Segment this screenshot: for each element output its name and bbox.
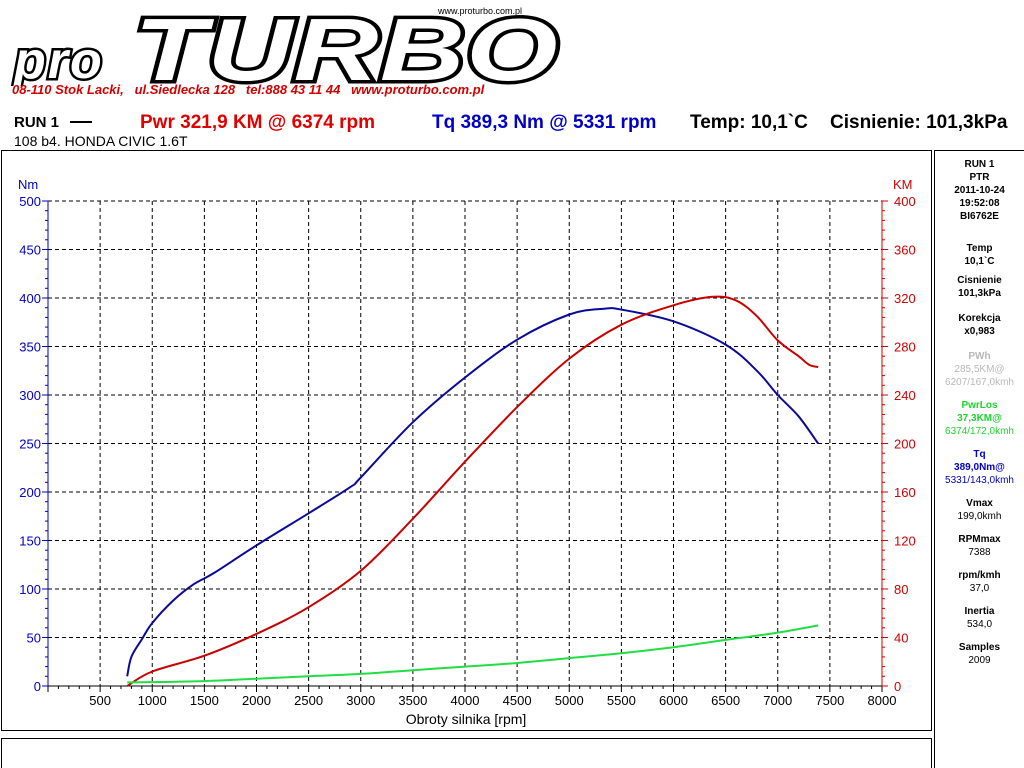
y-right-tick-label: 320 [894,291,916,306]
side-run: RUN 1 [964,159,995,170]
y-left-tick-label: 150 [19,534,41,549]
side-pwrlos-value2: 6374/172,0kmh [945,426,1014,437]
side-inertia-label: Inertia [964,606,995,617]
y-left-tick-label: 350 [19,340,41,355]
y-right-tick-label: 360 [894,243,916,258]
chart-frame [1,150,932,731]
y-left-tick-label: 500 [19,194,41,209]
side-pwh-value2: 6207/167,0kmh [945,377,1014,388]
y-right-tick-label: 280 [894,340,916,355]
side-inertia-value: 534,0 [966,619,993,630]
x-tick-label: 2000 [242,693,271,708]
x-tick-label: 6000 [659,693,688,708]
sidebar-info: RUN 1 PTR 2011-10-24 19:52:08 BI6762E Te… [934,150,1024,768]
y-left-tick-label: 400 [19,291,41,306]
y-left-label: Nm [18,177,38,192]
side-tq-value2: 5331/143,0kmh [945,475,1014,486]
side-pwh-label: PWh [968,351,991,362]
side-code: PTR [969,172,990,183]
x-tick-label: 500 [89,693,111,708]
x-tick-label: 7500 [815,693,844,708]
side-temp-label: Temp [966,243,993,254]
logo-turbo-text: TURBO [134,4,559,86]
logo-domain-text: www.proturbo.com.pl [437,6,522,16]
x-tick-label: 1000 [138,693,167,708]
chart-lines [126,295,820,687]
y-left-tick-label: 250 [19,437,41,452]
torque-curve [126,307,820,677]
loss-curve [127,624,819,684]
y-left-tick-label: 200 [19,485,41,500]
x-tick-label: 5000 [555,693,584,708]
x-axis-label: Obroty silnika [rpm] [406,711,527,727]
bottom-panel [1,738,932,768]
logo-pro-text: pro [12,32,104,86]
x-tick-label: 4500 [503,693,532,708]
side-pwrlos-value1: 37,3KM@ [957,413,1002,424]
peak-power: Pwr 321,9 KM @ 6374 rpm [140,112,376,133]
y-right-label: KM [893,177,913,192]
y-right-tick-label: 120 [894,534,916,549]
x-tick-label: 2500 [294,693,323,708]
peak-torque: Tq 389,3 Nm @ 5331 rpm [432,112,657,133]
y-left-tick-label: 50 [27,631,41,646]
side-cis-label: Cisnienie [957,275,1002,286]
side-rpmkmh-value: 37,0 [969,583,990,594]
side-cis-value: 101,3kPa [958,288,1001,299]
chart-grid [48,200,882,686]
x-tick-label: 8000 [868,693,897,708]
side-vmax-value: 199,0kmh [957,511,1002,522]
side-samples-value: 2009 [968,655,991,666]
side-pwh-value1: 285,5KM@ [954,364,1005,375]
pressure: Cisnienie: 101,3kPa [830,112,1008,133]
proturbo-logo: pro TURBO www.proturbo.com.pl [10,4,562,86]
side-id: BI6762E [960,211,999,222]
y-right-tick-label: 200 [894,437,916,452]
side-vmax-label: Vmax [966,498,993,509]
y-left-tick-label: 100 [19,582,41,597]
side-rpmmax-value: 7388 [968,547,991,558]
y-right-tick-label: 160 [894,485,916,500]
y-right-tick-label: 400 [894,194,916,209]
y-right-tick-label: 80 [894,582,908,597]
side-korekcja-value: x0,983 [964,326,995,337]
side-tq-value1: 389,0Nm@ [954,462,1005,473]
side-date: 2011-10-24 [954,185,1005,196]
vehicle-description: 108 b4. HONDA CIVIC 1.6T [14,133,188,149]
run-legend-line [70,121,92,123]
side-korekcja-label: Korekcja [958,313,1001,324]
temperature: Temp: 10,1`C [690,112,808,133]
x-tick-label: 6500 [711,693,740,708]
x-tick-label: 4000 [451,693,480,708]
y-right-tick-label: 240 [894,388,916,403]
side-rpmkmh-label: rpm/kmh [958,570,1001,581]
x-tick-label: 1500 [190,693,219,708]
run-label: RUN 1 [14,114,60,131]
y-left-tick-label: 0 [34,679,41,694]
side-pwrlos-label: PwrLos [961,400,998,411]
y-left-tick-label: 450 [19,243,41,258]
y-left-tick-label: 300 [19,388,41,403]
x-tick-label: 3500 [398,693,427,708]
side-rpmmax-label: RPMmax [958,534,1001,545]
chart-ticks: 500 1000 1500 2000 2500 3000 3500 4000 4500 5000 5… [19,194,915,708]
power-curve [126,295,819,687]
side-time: 19:52:08 [959,198,1000,209]
y-right-tick-label: 40 [894,631,908,646]
side-temp-value: 10,1`C [964,256,995,267]
x-tick-label: 5500 [607,693,636,708]
side-samples-label: Samples [958,642,1001,653]
address-line: 08-110 Stok Lacki, ul.Siedlecka 128 tel:… [12,82,485,97]
y-right-tick-label: 0 [894,679,901,694]
x-tick-label: 3000 [346,693,375,708]
side-tq-label: Tq [973,449,986,460]
x-tick-label: 7000 [763,693,792,708]
